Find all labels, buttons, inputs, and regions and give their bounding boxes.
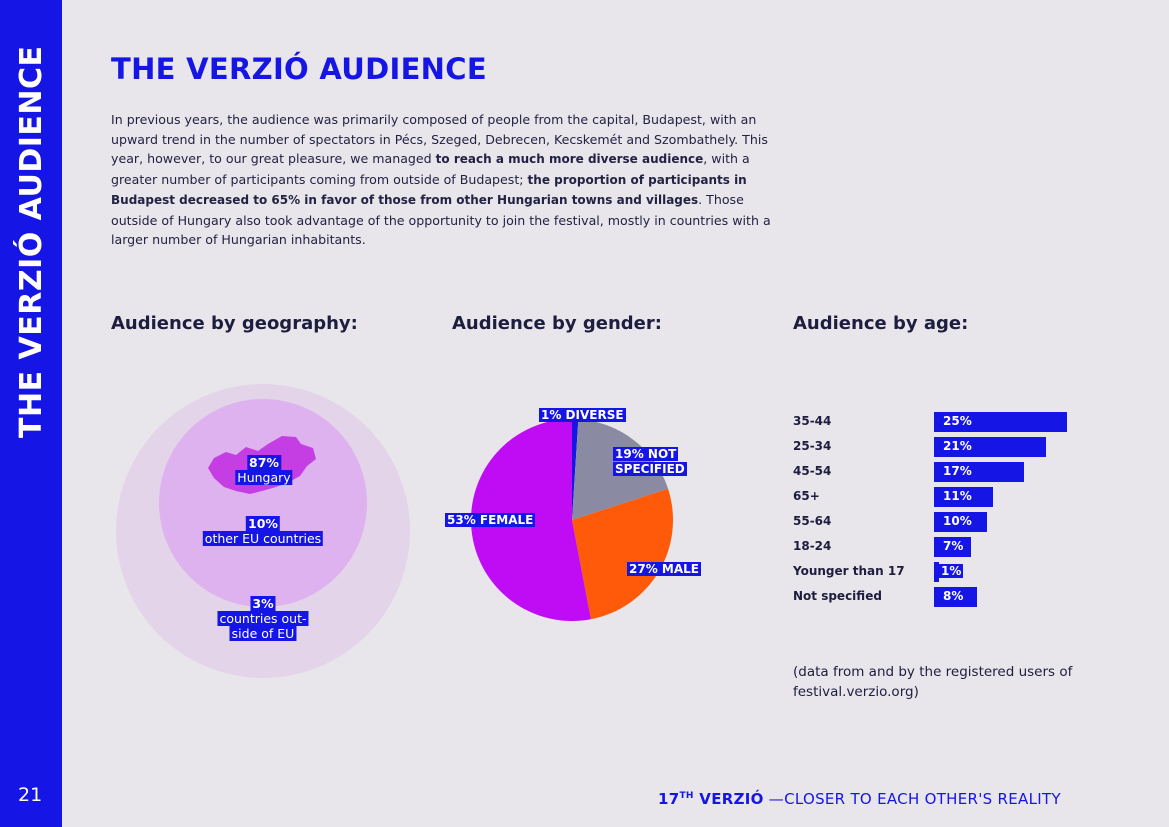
page-number: 21 <box>18 784 43 806</box>
geo-eu-pct: 10% <box>246 516 280 531</box>
page-title: THE VERZIÓ AUDIENCE <box>111 52 487 86</box>
intro-text-1: In previous years, the audience was prim… <box>111 112 768 166</box>
age-bar <box>934 412 1067 432</box>
pie-label-ns-line2: SPECIFIED <box>613 462 687 476</box>
pie-label-female: 53% FEMALE <box>445 513 536 528</box>
geography-heading: Audience by geography: <box>111 313 358 334</box>
age-bar <box>934 462 1024 482</box>
intro-bold-1: to reach a much more diverse audience <box>435 152 704 166</box>
intro-text-3: . Those outside of Hungary also took adv… <box>111 192 771 247</box>
age-value-label: 7% <box>943 539 964 553</box>
age-category-label: 18-24 <box>793 539 832 553</box>
pie-label-female-text: 53% FEMALE <box>445 513 536 527</box>
intro-paragraph: In previous years, the audience was prim… <box>111 110 779 250</box>
intro-text-2: , with a greater number of participants … <box>111 151 750 187</box>
age-category-label: 55-64 <box>793 514 832 528</box>
geo-hungary-name: Hungary <box>235 470 293 485</box>
pie-label-male: 27% MALE <box>627 562 701 577</box>
age-category-label: 45-54 <box>793 464 832 478</box>
age-category-label: Younger than 17 <box>793 564 905 578</box>
geo-outside-pct: 3% <box>250 596 276 611</box>
age-bar <box>934 512 987 532</box>
pie-label-male-text: 27% MALE <box>627 562 701 576</box>
age-bar <box>934 537 971 557</box>
geo-label-outside-eu: 3% countries out- side of EU <box>217 596 309 641</box>
gender-heading: Audience by gender: <box>452 313 662 334</box>
footer-edition-sup: TH <box>679 791 694 801</box>
footer: 17TH VERZIÓ —CLOSER TO EACH OTHER'S REAL… <box>658 790 1061 808</box>
age-bar <box>934 487 993 507</box>
footer-edition: 17 <box>658 790 680 808</box>
age-value-label: 11% <box>943 489 972 503</box>
footer-tagline: —CLOSER TO EACH OTHER'S REALITY <box>763 790 1061 808</box>
geo-label-eu: 10% other EU countries <box>202 516 324 546</box>
age-value-label: 1% <box>939 564 964 578</box>
pie-slice-male <box>572 488 673 620</box>
pie-label-not-specified: 19% NOT SPECIFIED <box>613 447 687 477</box>
age-value-label: 8% <box>943 589 964 603</box>
sidebar: THE VERZIÓ AUDIENCE 21 <box>0 0 62 827</box>
footer-brand: VERZIÓ <box>693 790 764 808</box>
age-value-label: 21% <box>943 439 972 453</box>
intro-bold-2: the proportion of participants in Budape… <box>111 172 747 208</box>
age-category-label: 35-44 <box>793 414 832 428</box>
age-heading: Audience by age: <box>793 313 969 334</box>
data-source-note: (data from and by the registered users o… <box>793 664 1073 700</box>
geo-outside-line2: side of EU <box>229 626 297 641</box>
geo-outside-line1: countries out- <box>217 611 309 626</box>
geo-hungary-pct: 87% <box>247 455 281 470</box>
pie-slice-diverse <box>572 419 579 520</box>
age-category-label: Not specified <box>793 589 882 603</box>
pie-label-diverse: 1% DIVERSE <box>539 408 626 423</box>
geo-mid-circle <box>159 399 367 607</box>
age-value-label: 17% <box>943 464 972 478</box>
age-value-label: 25% <box>943 414 972 428</box>
geo-eu-name: other EU countries <box>202 531 324 546</box>
age-category-label: 65+ <box>793 489 820 503</box>
age-value-label: 10% <box>943 514 972 528</box>
pie-label-diverse-text: 1% DIVERSE <box>539 408 626 422</box>
age-category-label: 25-34 <box>793 439 832 453</box>
geo-label-hungary: 87% Hungary <box>235 455 293 485</box>
age-bar <box>934 587 977 607</box>
age-bar <box>934 437 1046 457</box>
age-bar <box>934 562 939 582</box>
pie-label-ns-line1: 19% NOT <box>613 447 679 461</box>
